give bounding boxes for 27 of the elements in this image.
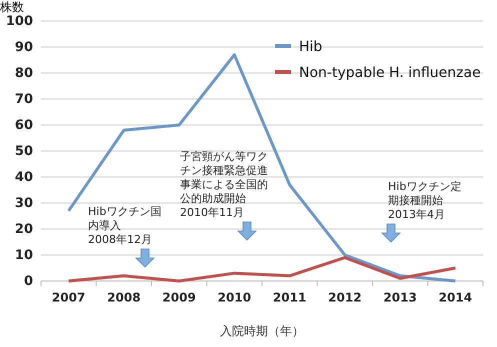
x-tick-label: 2013 — [383, 290, 417, 305]
x-tick-label: 2011 — [272, 290, 306, 305]
annotation: 子宮頸がん等ワクチン接種緊急促進事業による全国的公的助成開始2010年11月 — [180, 150, 268, 219]
y-axis-title: 株数 — [0, 0, 24, 14]
x-tick-label: 2008 — [107, 290, 141, 305]
y-tick-label: 80 — [14, 66, 33, 82]
y-tick-label: 50 — [14, 144, 33, 160]
y-tick-label: 30 — [14, 196, 33, 212]
y-tick-label: 100 — [6, 14, 33, 30]
legend-label: Hib — [299, 39, 322, 55]
x-tick-label: 2009 — [162, 290, 196, 305]
x-axis-title: 入院時期（年） — [220, 324, 304, 338]
x-tick-label: 2014 — [438, 290, 472, 305]
x-tick-label: 2007 — [52, 290, 86, 305]
y-tick-label: 90 — [14, 40, 33, 56]
y-tick-label: 70 — [14, 92, 33, 108]
annotation: Hibワクチン定期接種開始2013年4月 — [388, 180, 462, 221]
x-tick-label: 2012 — [328, 290, 362, 305]
y-tick-label: 40 — [14, 170, 33, 186]
legend-label: Non-typable H. influenzae — [299, 65, 481, 81]
annotation: Hibワクチン国内導入2008年12月 — [88, 205, 162, 246]
y-tick-label: 60 — [14, 118, 33, 134]
x-tick-label: 2010 — [218, 290, 252, 305]
line-series — [67, 256, 457, 282]
y-tick-label: 0 — [24, 274, 33, 290]
y-tick-label: 20 — [14, 222, 33, 238]
y-tick-label: 10 — [14, 248, 33, 264]
